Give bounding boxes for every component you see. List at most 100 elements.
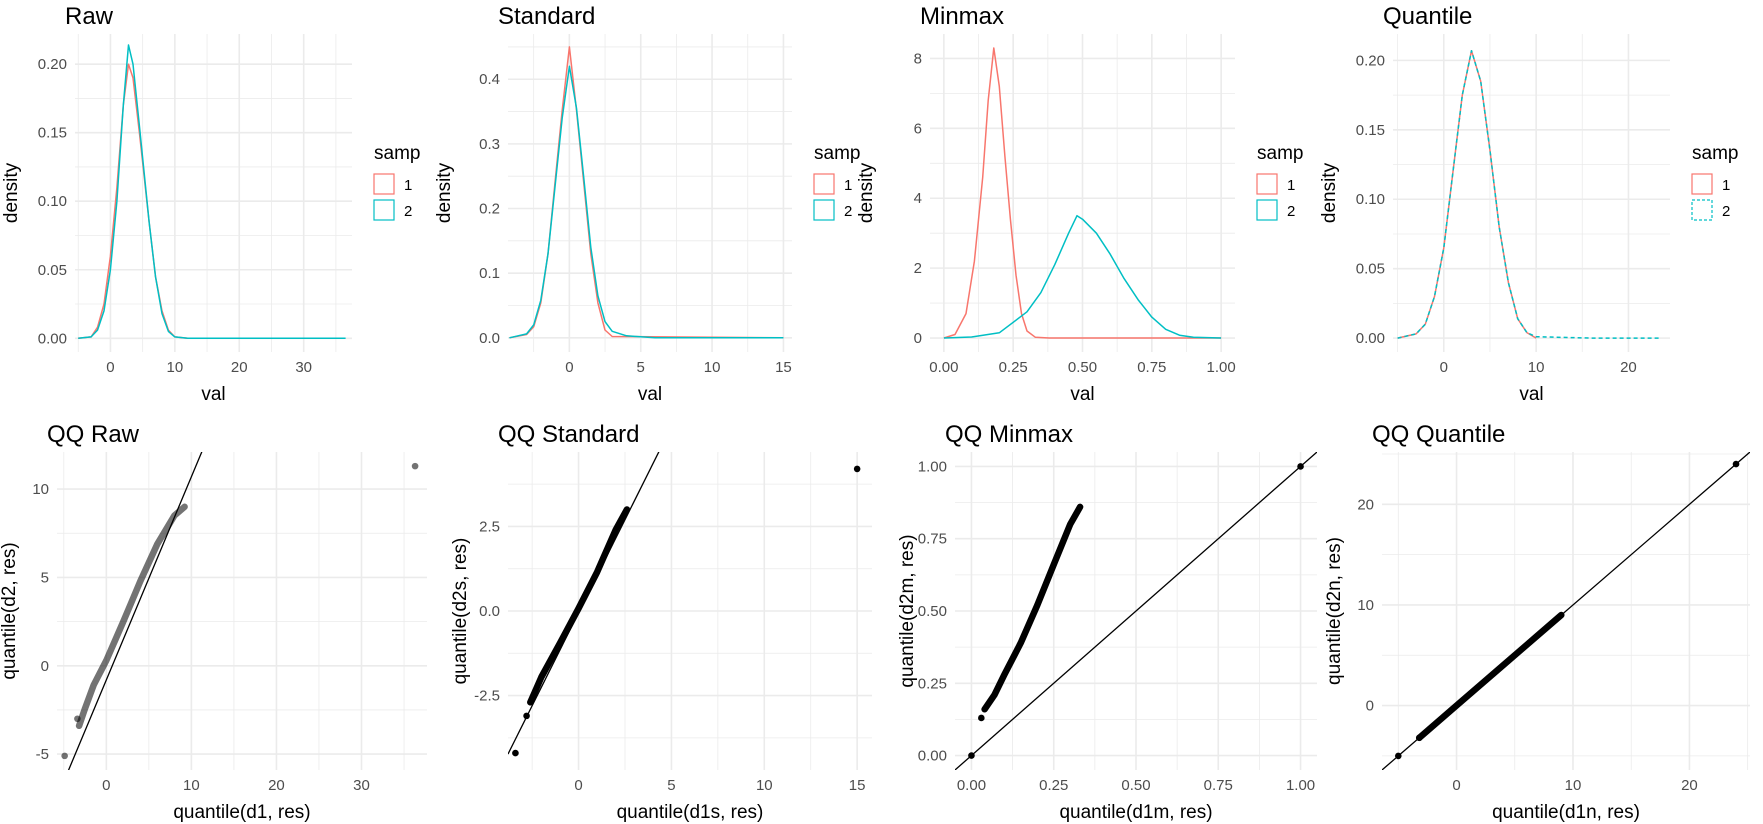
x-tick-label: 1.00 bbox=[1286, 777, 1315, 794]
chart-title: Quantile bbox=[1383, 3, 1472, 30]
y-tick-label: 0.10 bbox=[38, 193, 67, 210]
x-tick-label: 0.50 bbox=[1121, 777, 1150, 794]
x-tick-label: 0.25 bbox=[1039, 777, 1068, 794]
x-axis-label: val bbox=[638, 384, 662, 405]
plot-area bbox=[78, 44, 346, 340]
legend-label-1: 1 bbox=[844, 177, 852, 194]
y-tick-label: 1.00 bbox=[918, 458, 947, 475]
plot-area bbox=[943, 47, 1222, 339]
qq-point bbox=[74, 715, 81, 723]
x-tick-label: 0 bbox=[1452, 777, 1460, 794]
x-tick-label: 0.00 bbox=[957, 777, 986, 794]
y-axis-label: quantile(d2s, res) bbox=[450, 538, 471, 685]
y-tick-label: 0.1 bbox=[479, 265, 500, 282]
panel-8: 0 10 20 0 10 20 QQ Quantile quantile(d1n, res) q… bbox=[1324, 421, 1750, 823]
density-line-2 bbox=[1397, 49, 1661, 339]
density-line-1 bbox=[943, 47, 1222, 339]
y-tick-label: 10 bbox=[1357, 597, 1374, 614]
y-tick-label: 0.00 bbox=[1356, 330, 1385, 347]
density-line-1 bbox=[509, 46, 784, 339]
y-tick-label: 5 bbox=[41, 569, 49, 586]
qq-points-dense bbox=[1416, 611, 1565, 742]
x-tick-label: 10 bbox=[1528, 359, 1545, 376]
qq-point bbox=[61, 752, 68, 760]
y-tick-label: 0.15 bbox=[38, 125, 67, 142]
y-tick-label: 0.05 bbox=[38, 262, 67, 279]
x-tick-label: 5 bbox=[667, 777, 675, 794]
plot-area bbox=[508, 452, 660, 755]
x-axis-label: quantile(d1n, res) bbox=[1492, 802, 1640, 823]
chart-title: Minmax bbox=[920, 3, 1004, 30]
y-tick-label: -5 bbox=[36, 746, 49, 763]
x-tick-label: 10 bbox=[183, 777, 200, 794]
plot-area bbox=[509, 46, 784, 339]
x-tick-label: 20 bbox=[268, 777, 285, 794]
qq-point bbox=[411, 462, 419, 470]
x-tick-label: 10 bbox=[756, 777, 773, 794]
y-axis-label: density bbox=[1319, 162, 1340, 223]
qq-points-dense bbox=[75, 503, 188, 730]
qq-point bbox=[1732, 460, 1740, 468]
legend: samp 1 2 bbox=[813, 143, 860, 221]
x-axis-label: quantile(d1m, res) bbox=[1059, 802, 1212, 823]
qq-point bbox=[1395, 752, 1402, 760]
y-axis-label: quantile(d2, res) bbox=[0, 542, 20, 679]
qq-point bbox=[1415, 734, 1423, 742]
y-tick-label: 0.4 bbox=[479, 71, 500, 88]
legend-title: samp bbox=[814, 143, 860, 164]
qq-point bbox=[968, 752, 975, 759]
plot-area bbox=[955, 452, 1317, 770]
x-axis-label: quantile(d1, res) bbox=[173, 802, 310, 823]
qq-point bbox=[978, 714, 985, 722]
x-tick-label: 5 bbox=[637, 359, 645, 376]
y-tick-label: 0.15 bbox=[1356, 122, 1385, 139]
legend: samp 1 2 bbox=[373, 143, 420, 221]
x-tick-label: 0 bbox=[102, 777, 110, 794]
x-tick-label: 10 bbox=[167, 359, 184, 376]
y-tick-label: 2.5 bbox=[479, 518, 500, 535]
reference-line bbox=[955, 452, 1317, 770]
y-tick-label: 0.20 bbox=[38, 56, 67, 73]
legend-label-1: 1 bbox=[1287, 177, 1295, 194]
plot-area bbox=[1397, 49, 1661, 339]
x-tick-label: 0 bbox=[565, 359, 573, 376]
legend: samp 1 2 bbox=[1691, 143, 1738, 221]
legend-key-2 bbox=[1691, 199, 1713, 221]
x-tick-label: 0.75 bbox=[1137, 359, 1166, 376]
legend-key-1 bbox=[373, 173, 395, 195]
y-tick-label: 0.10 bbox=[1356, 191, 1385, 208]
panel-7: 0.00 0.25 0.50 0.75 1.00 0.00 0.25 0.50 0.75 1.00… bbox=[897, 421, 1317, 823]
x-tick-label: 10 bbox=[704, 359, 721, 376]
x-tick-label: 0.25 bbox=[999, 359, 1028, 376]
qq-point bbox=[1297, 463, 1304, 470]
panel-3: 0.00 0.25 0.50 0.75 1.00 0 2 4 6 8 Minmax val densit… bbox=[856, 3, 1303, 405]
y-tick-label: -2.5 bbox=[474, 688, 500, 705]
chart-title: QQ Minmax bbox=[945, 421, 1073, 448]
y-tick-label: 4 bbox=[914, 190, 922, 207]
y-tick-label: 0.20 bbox=[1356, 52, 1385, 69]
reference-line bbox=[67, 452, 203, 770]
legend-key-2 bbox=[373, 199, 395, 221]
x-tick-label: 15 bbox=[849, 777, 866, 794]
plot-area bbox=[67, 452, 203, 770]
x-tick-label: 1.00 bbox=[1207, 359, 1236, 376]
panel-2: 0 5 10 15 0.0 0.1 0.2 0.3 0.4 Standard val density s… bbox=[434, 3, 860, 405]
x-tick-label: 30 bbox=[353, 777, 370, 794]
x-tick-label: 0 bbox=[1440, 359, 1448, 376]
y-axis-label: quantile(d2n, res) bbox=[1324, 537, 1345, 685]
y-tick-label: 0.0 bbox=[479, 603, 500, 620]
density-line-2 bbox=[78, 44, 346, 340]
legend-label-2: 2 bbox=[844, 203, 852, 220]
y-tick-label: 0 bbox=[914, 330, 922, 347]
y-tick-label: 20 bbox=[1357, 496, 1374, 513]
y-axis-label: quantile(d2m, res) bbox=[897, 534, 918, 687]
legend-key-2 bbox=[813, 199, 835, 221]
y-tick-label: 0.25 bbox=[918, 675, 947, 692]
legend-key-1 bbox=[1256, 173, 1278, 195]
legend-title: samp bbox=[1257, 143, 1303, 164]
qq-points-dense bbox=[527, 506, 631, 706]
panel-4: 0 10 20 0.00 0.05 0.10 0.15 0.20 Quantile val dens… bbox=[1319, 3, 1738, 405]
y-axis-label: density bbox=[856, 162, 877, 223]
x-tick-label: 20 bbox=[1681, 777, 1698, 794]
